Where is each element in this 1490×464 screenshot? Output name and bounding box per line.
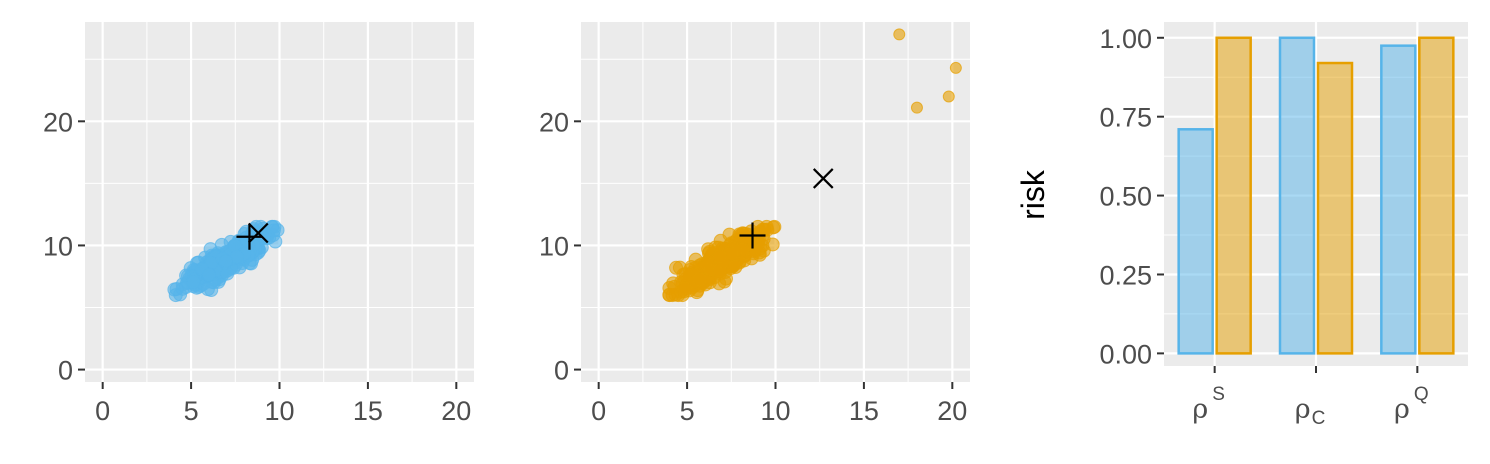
y-tick-label: 0.75	[1099, 103, 1152, 133]
x-tick-label: 10	[264, 396, 294, 426]
data-point	[186, 275, 201, 290]
y-tick-label: 0.25	[1099, 260, 1152, 290]
outlier-point	[910, 101, 923, 114]
data-point	[753, 241, 768, 256]
outlier-point	[942, 90, 955, 103]
outlier-point	[949, 61, 962, 74]
x-tick-label: ρC	[1295, 394, 1326, 429]
x-tick-label: 0	[591, 396, 606, 426]
cross-marker	[812, 168, 834, 189]
data-point	[701, 242, 716, 257]
data-point	[266, 223, 281, 238]
x-tick-label: 15	[353, 396, 383, 426]
data-point	[692, 272, 707, 287]
y-tick-label: 0	[554, 356, 569, 386]
y-tick-label: 20	[539, 107, 569, 137]
x-tick-label: 5	[680, 396, 695, 426]
x-tick-label: 20	[441, 396, 471, 426]
cluster-points	[167, 219, 285, 303]
x-tick-label: 15	[849, 396, 879, 426]
y-axis-title: risk	[1015, 169, 1051, 220]
y-tick-label: 0.50	[1099, 182, 1152, 212]
x-tick-label: 10	[760, 396, 790, 426]
bar-panel-right: 0.00 0.25 0.50 0.75 1.00 ρ S ρC ρ Q	[1099, 22, 1468, 429]
plus-marker	[739, 222, 766, 249]
x-tick-label: 0	[95, 396, 110, 426]
y-tick-label: 20	[43, 107, 73, 137]
data-point	[712, 249, 727, 264]
scatter-panel-left: 0 5 10 15 20 0 10 20	[43, 22, 474, 426]
bar	[1278, 36, 1316, 355]
data-point	[662, 288, 677, 303]
data-point	[202, 267, 217, 282]
y-tick-label: 10	[539, 231, 569, 261]
y-tick-label: 10	[43, 231, 73, 261]
scatter-panel-middle: 0 5 10 15 20 0 10 20	[539, 22, 970, 426]
bar	[1215, 36, 1252, 355]
bar	[1418, 36, 1455, 355]
bar	[1177, 128, 1214, 355]
cross-marker	[248, 222, 269, 244]
data-point	[759, 219, 774, 234]
y-tick-label: 0.00	[1099, 339, 1152, 369]
bar	[1316, 61, 1354, 355]
data-point	[677, 281, 692, 296]
outlier-point	[893, 28, 906, 41]
x-tick-label: 5	[184, 396, 199, 426]
x-tick-label: 20	[937, 396, 967, 426]
data-point	[678, 267, 693, 282]
bar	[1380, 44, 1417, 355]
plus-marker	[236, 223, 263, 250]
y-tick-label: 0	[58, 356, 73, 386]
data-point	[168, 288, 183, 303]
y-tick-label: 1.00	[1099, 24, 1152, 54]
data-point	[218, 253, 233, 268]
data-point	[214, 237, 229, 252]
data-point	[728, 259, 743, 274]
